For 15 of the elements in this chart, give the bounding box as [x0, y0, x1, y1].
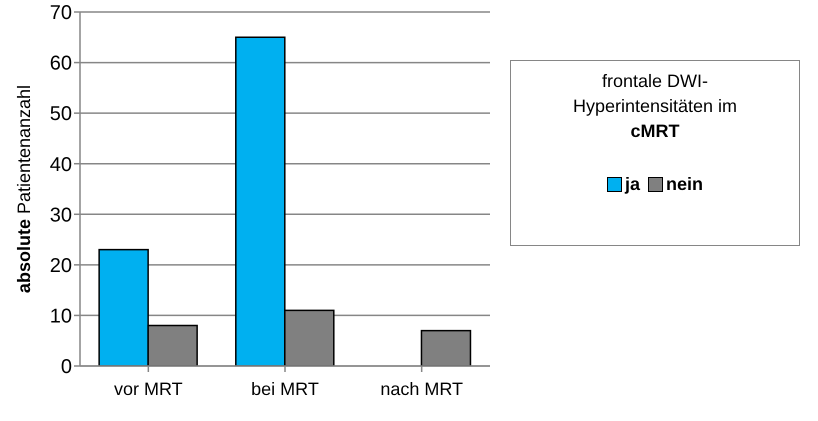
y-tick-label: 40 — [50, 154, 72, 176]
y-tick-label: 0 — [60, 356, 72, 378]
y-axis-title: absolute Patientenanzahl — [14, 84, 34, 294]
y-tick-label: 20 — [50, 254, 72, 277]
legend-title: frontale DWI-Hyperintensitäten im cMRT — [572, 70, 738, 143]
y-tick-label: 60 — [50, 52, 72, 75]
legend-label: nein — [665, 173, 704, 196]
y-tick-label: 50 — [50, 103, 72, 126]
y-tick-label: 10 — [50, 306, 72, 328]
x-tick-label: bei MRT — [251, 378, 319, 399]
y-tick-label: 30 — [50, 204, 72, 226]
y-tick-label: 70 — [50, 2, 72, 24]
legend-label: ja — [624, 173, 640, 196]
x-tick-label: nach MRT — [380, 378, 464, 399]
x-tick-label: vor MRT — [114, 378, 183, 399]
